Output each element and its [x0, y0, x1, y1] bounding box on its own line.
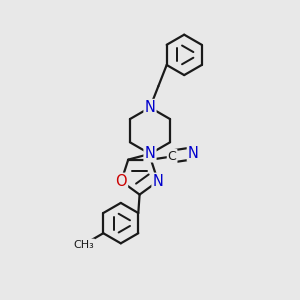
Text: O: O: [116, 174, 127, 189]
Text: N: N: [145, 100, 155, 115]
Text: C: C: [168, 150, 176, 163]
Text: N: N: [145, 146, 155, 161]
Text: N: N: [152, 174, 164, 189]
Text: N: N: [188, 146, 199, 161]
Text: CH₃: CH₃: [74, 239, 94, 250]
